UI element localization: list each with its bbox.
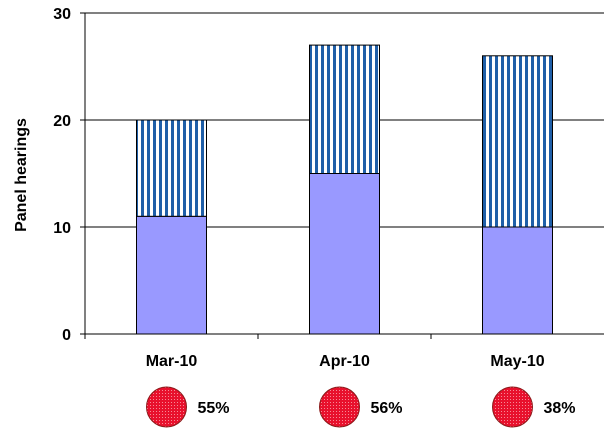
percent-label: 38% <box>544 400 576 417</box>
percent-label: 56% <box>371 400 403 417</box>
bar-segment-mar-10-series-2 <box>136 119 207 217</box>
x-tick-labels: Mar-10 Apr-10 May-10 <box>146 353 545 370</box>
y-tick-labels: 0 10 20 30 <box>53 6 71 344</box>
percent-label: 55% <box>198 400 230 417</box>
bar-segment-may-10-series-2 <box>482 55 553 228</box>
bar-segment-may-10-series-1 <box>482 226 553 335</box>
y-tick-label: 30 <box>53 6 71 23</box>
percent-indicator: 55% <box>146 386 230 428</box>
red-circle-icon <box>146 386 187 428</box>
bars <box>136 44 553 335</box>
axes <box>80 12 604 339</box>
bar-segment-apr-10-series-1 <box>309 173 380 335</box>
percent-indicator: 56% <box>319 386 403 428</box>
bar-segment-mar-10-series-1 <box>136 215 207 335</box>
x-tick-label: Apr-10 <box>319 353 370 370</box>
y-axis-title: Panel hearings <box>13 118 30 232</box>
percent-indicators: 55% 56% 38% <box>146 386 576 428</box>
y-tick-label: 0 <box>62 327 71 344</box>
percent-indicator: 38% <box>492 386 576 428</box>
red-circle-icon <box>492 386 533 428</box>
x-tick-label: May-10 <box>490 353 544 370</box>
x-tick-label: Mar-10 <box>146 353 198 370</box>
y-tick-label: 10 <box>53 220 71 237</box>
bar-segment-apr-10-series-2 <box>309 44 380 174</box>
red-circle-icon <box>319 386 360 428</box>
y-tick-label: 20 <box>53 113 71 130</box>
